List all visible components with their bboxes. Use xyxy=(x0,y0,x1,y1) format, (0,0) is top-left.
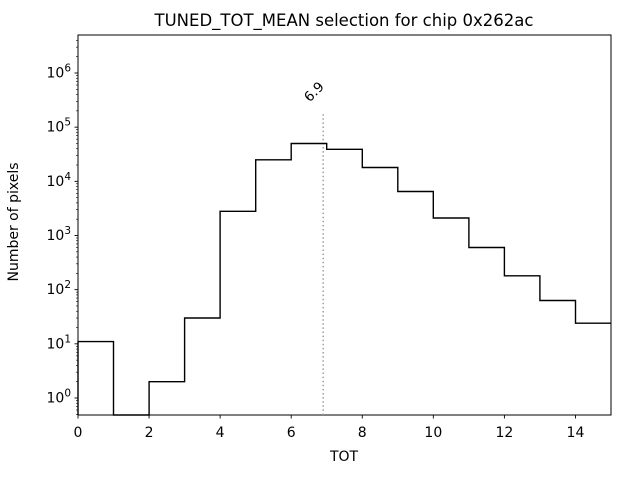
y-axis-tick-labels: 100 101 102 103 104 105 106 xyxy=(46,63,71,407)
x-tick-label: 14 xyxy=(567,425,585,441)
y-axis-label: Number of pixels xyxy=(6,162,22,281)
histogram-step-line xyxy=(77,142,611,416)
y-tick-label: 103 xyxy=(46,225,71,244)
x-tick-label: 2 xyxy=(145,425,154,441)
threshold-value-label: 6.9 xyxy=(301,79,328,106)
y-tick-label: 105 xyxy=(46,117,71,136)
x-tick-label: 6 xyxy=(287,425,296,441)
y-tick-label: 104 xyxy=(46,171,71,190)
x-tick-label: 4 xyxy=(216,425,225,441)
x-axis-label: TOT xyxy=(329,449,359,465)
x-tick-label: 10 xyxy=(424,425,442,441)
y-axis-major-ticks xyxy=(74,72,78,399)
x-tick-label: 0 xyxy=(74,425,83,441)
x-axis-major-ticks xyxy=(77,415,576,419)
plot-frame xyxy=(77,34,612,416)
y-tick-label: 101 xyxy=(46,333,71,352)
x-tick-label: 8 xyxy=(358,425,367,441)
x-tick-label: 12 xyxy=(495,425,513,441)
y-tick-label: 100 xyxy=(46,388,71,407)
x-axis-tick-labels: 0 2 4 6 8 10 12 14 xyxy=(74,425,585,441)
y-tick-label: 106 xyxy=(46,63,71,82)
y-tick-label: 102 xyxy=(46,279,71,298)
chart-title: TUNED_TOT_MEAN selection for chip 0x262a… xyxy=(154,11,534,31)
